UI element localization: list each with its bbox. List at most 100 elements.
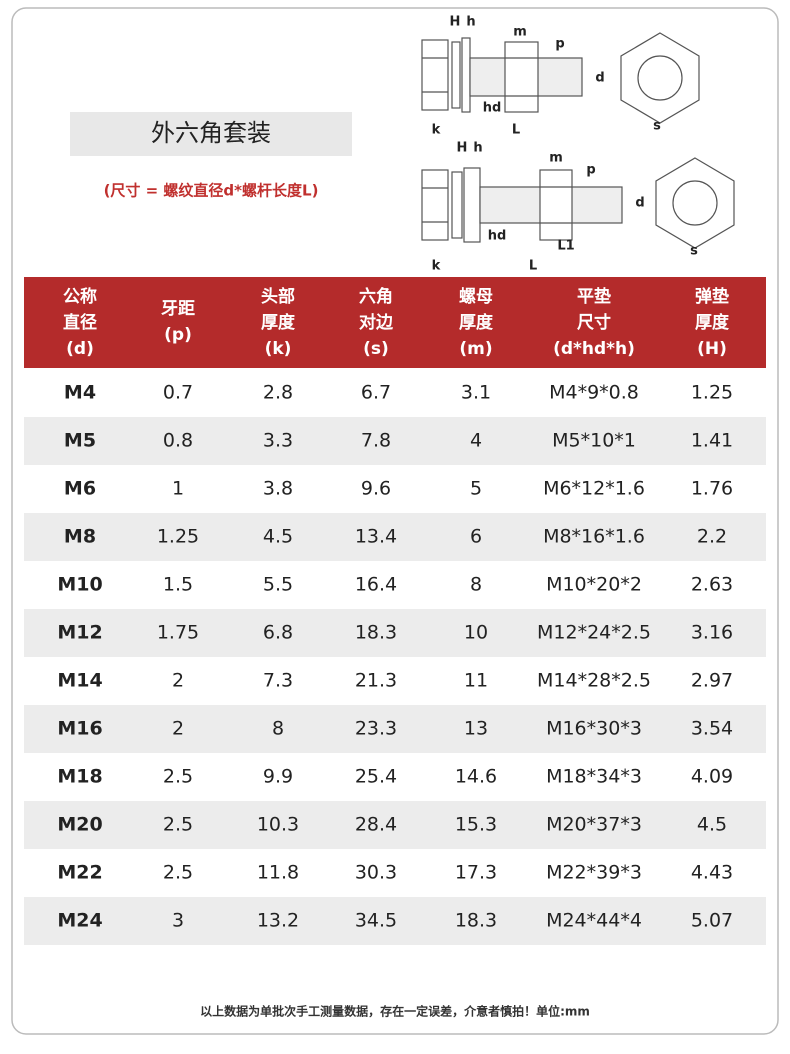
table-cell: M24*44*4 — [546, 910, 642, 932]
dimension-label: H — [450, 15, 461, 30]
header-cell: 头部 — [261, 286, 295, 307]
table-cell: M4 — [64, 382, 96, 404]
table-cell: M14 — [57, 670, 102, 692]
table-cell: M8*16*1.6 — [543, 526, 645, 548]
table-cell: M16 — [57, 718, 102, 740]
table-cell: 1 — [172, 478, 184, 500]
subtitle: (尺寸 = 螺纹直径d*螺杆长度L) — [104, 182, 319, 200]
row-background — [24, 417, 766, 465]
header-cell: 厚度 — [459, 312, 494, 333]
dimension-label: s — [690, 244, 698, 259]
table-cell: M6*12*1.6 — [543, 478, 645, 500]
header-cell: 尺寸 — [577, 312, 611, 333]
table-cell: 13.4 — [355, 526, 397, 548]
bolt-diagram-1 — [421, 32, 700, 124]
table-cell: M5 — [64, 430, 96, 452]
table-cell: 2.2 — [697, 526, 727, 548]
dimension-label: m — [513, 25, 527, 40]
header-cell: (s) — [363, 339, 389, 359]
table-cell: 3.16 — [691, 622, 733, 644]
table-cell: M24 — [57, 910, 102, 932]
header-cell: 厚度 — [695, 312, 730, 333]
table-cell: 11 — [464, 670, 488, 692]
title: 外六角套装 — [151, 119, 271, 147]
header-cell: 牙距 — [161, 299, 195, 319]
header-cell: (k) — [265, 339, 292, 359]
table-cell: 2 — [172, 670, 184, 692]
table-cell: 4.5 — [697, 814, 727, 836]
table-cell: M8 — [64, 526, 96, 548]
table-cell: 4.43 — [691, 862, 733, 884]
dimension-label: s — [653, 119, 661, 134]
table-cell: M4*9*0.8 — [549, 382, 639, 404]
dimension-label: p — [555, 37, 564, 52]
table-cell: 5 — [470, 478, 482, 500]
header-cell: 厚度 — [261, 312, 296, 333]
table-cell: 8 — [470, 574, 482, 596]
row-background — [24, 705, 766, 753]
header-cell: (m) — [459, 339, 492, 359]
table-cell: 2 — [172, 718, 184, 740]
table-cell: 2.5 — [163, 862, 193, 884]
table-cell: M18 — [57, 766, 102, 788]
table-cell: 18.3 — [455, 910, 497, 932]
table-cell: 7.8 — [361, 430, 391, 452]
table-cell: 1.76 — [691, 478, 733, 500]
table-cell: 4 — [470, 430, 482, 452]
dimension-label: L — [529, 259, 537, 274]
footer-note: 以上数据为单批次手工测量数据，存在一定误差，介意者慎拍！单位:mm — [200, 1004, 590, 1019]
table-cell: M10*20*2 — [546, 574, 642, 596]
table-cell: 18.3 — [355, 622, 397, 644]
header-cell: 对边 — [359, 312, 394, 333]
table-cell: M12*24*2.5 — [537, 622, 651, 644]
table-cell: 28.4 — [355, 814, 397, 836]
title-box — [70, 112, 352, 156]
table-cell: M10 — [57, 574, 102, 596]
table-cell: 30.3 — [355, 862, 397, 884]
table-cell: 5.07 — [691, 910, 733, 932]
row-background — [24, 513, 766, 561]
header-cell: 直径 — [63, 312, 97, 333]
dimension-label: k — [432, 123, 441, 138]
table-cell: 15.3 — [455, 814, 497, 836]
table-cell: 9.6 — [361, 478, 391, 500]
table-cell: M6 — [64, 478, 96, 500]
table-cell: 10.3 — [257, 814, 299, 836]
dimension-label: k — [432, 259, 441, 274]
table-cell: 2.63 — [691, 574, 733, 596]
table-cell: 10 — [464, 622, 488, 644]
dimension-label: L1 — [557, 239, 574, 254]
table-cell: 21.3 — [355, 670, 397, 692]
table-cell: 3 — [172, 910, 184, 932]
header-cell: (d*hd*h) — [553, 339, 635, 359]
header-cell: (H) — [697, 339, 727, 359]
table-header — [24, 277, 766, 368]
table-cell: 3.1 — [461, 382, 491, 404]
dimension-label: hd — [488, 229, 507, 244]
table-cell: 1.41 — [691, 430, 733, 452]
table-cell: 34.5 — [355, 910, 397, 932]
table-cell: 3.3 — [263, 430, 293, 452]
row-background — [24, 609, 766, 657]
dimension-label: p — [586, 163, 595, 178]
table-cell: 2.8 — [263, 382, 293, 404]
table-cell: M20 — [57, 814, 102, 836]
dimension-label: d — [595, 71, 604, 86]
table-cell: 2.5 — [163, 766, 193, 788]
dimension-label: L — [512, 123, 520, 138]
table-cell: M5*10*1 — [552, 430, 636, 452]
table-cell: 1.25 — [157, 526, 199, 548]
table-cell: 25.4 — [355, 766, 397, 788]
table-cell: 6 — [470, 526, 482, 548]
table-cell: 1.75 — [157, 622, 199, 644]
row-background — [24, 897, 766, 945]
table-cell: 4.09 — [691, 766, 733, 788]
table-cell: 5.5 — [263, 574, 293, 596]
table-cell: M12 — [57, 622, 102, 644]
table-cell: 4.5 — [263, 526, 293, 548]
row-background — [24, 801, 766, 849]
dimension-label: hd — [483, 101, 502, 116]
table-cell: 6.7 — [361, 382, 391, 404]
table-cell: 1.25 — [691, 382, 733, 404]
